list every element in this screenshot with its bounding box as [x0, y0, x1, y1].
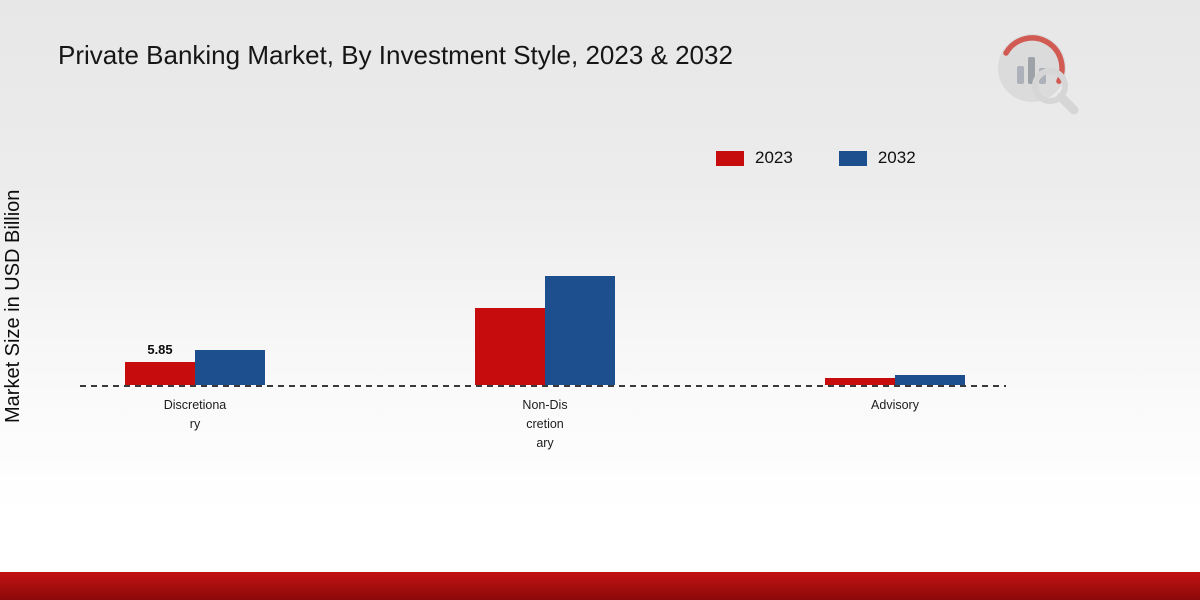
bar-2032-advisory	[895, 375, 965, 385]
legend-swatch-2032-icon	[838, 150, 867, 166]
logo-bar-1-icon	[1017, 66, 1024, 84]
logo-lens-icon	[1032, 68, 1068, 104]
bar-2023-discretionary	[125, 362, 195, 385]
legend-item-2032[interactable]: 2032	[838, 148, 916, 168]
logo-handle-icon	[1056, 92, 1079, 115]
chart-legend: 2023 2032	[716, 148, 916, 168]
legend-label: 2023	[755, 148, 793, 167]
bar-2032-discretionary	[195, 350, 265, 385]
page-title: Private Banking Market, By Investment St…	[58, 40, 733, 70]
brand-logo	[998, 34, 1079, 115]
bar-2023-non-discretionary	[475, 308, 545, 385]
bar-value-label: 5.85	[147, 342, 173, 357]
footer-accent-bar	[0, 572, 1200, 600]
category-label-advisory: Advisory	[871, 398, 919, 412]
legend-swatch-2023-icon	[716, 150, 744, 166]
category-label-discretionary: Discretiona ry	[163, 398, 227, 431]
legend-label: 2032	[877, 148, 916, 167]
category-label-non-discretionary: Non-Dis cretion ary	[522, 398, 568, 450]
logo-red-arc	[999, 35, 1065, 101]
bar-2023-advisory	[825, 378, 895, 385]
legend-item-2023[interactable]: 2023	[716, 148, 793, 168]
logo-bar-2-icon	[1028, 57, 1035, 84]
x-axis-baseline	[80, 385, 1006, 387]
bar-2032-non-discretionary	[545, 276, 615, 385]
